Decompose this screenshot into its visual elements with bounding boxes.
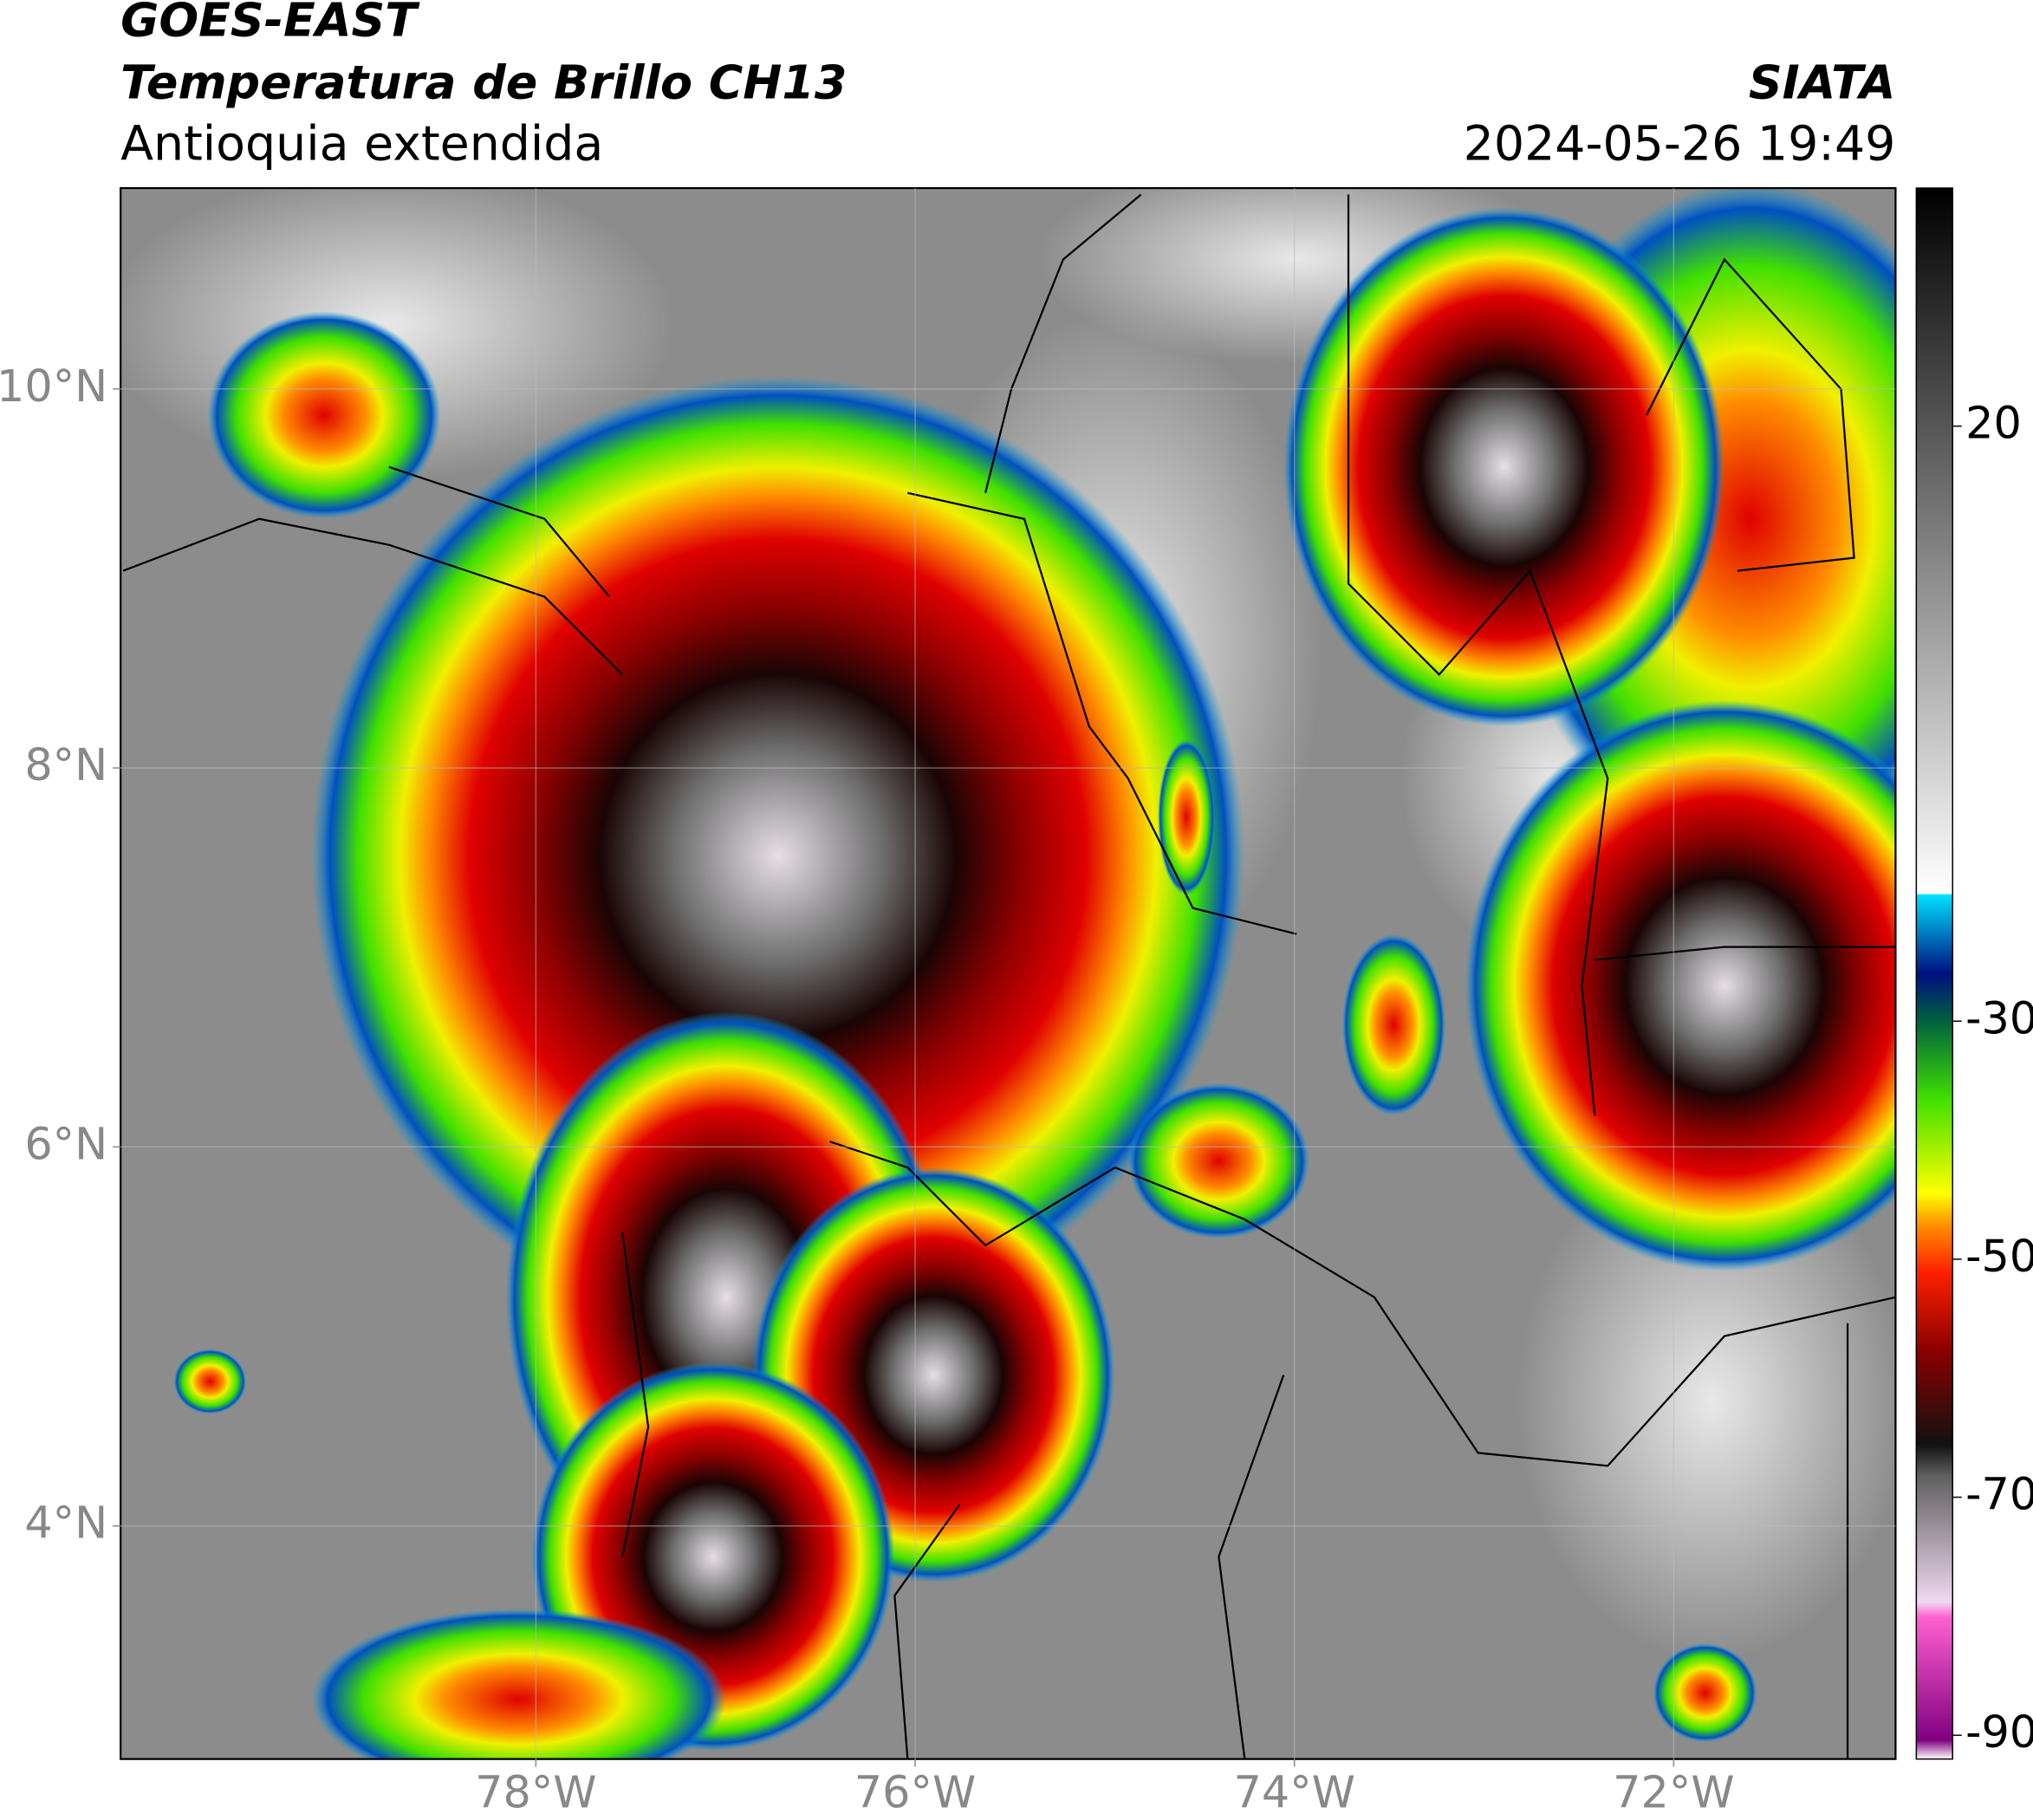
map-frame [120,186,1897,1760]
x-tick-label: 72°W [1613,1767,1734,1818]
title: GOES-EAST [120,0,420,48]
cell [1127,1082,1310,1239]
region: Antioquia extendida [120,116,603,172]
cell [1158,739,1215,895]
satellite-image [120,188,1896,1759]
y-tick-label: 4°N [24,1498,107,1549]
colorbar-tick-label: -90 [1965,1706,2033,1758]
y-tick-label: 10°N [0,361,107,412]
colorbar [1915,187,1953,1760]
y-tick-label: 6°N [24,1118,107,1169]
source: SIATA [1749,55,1896,109]
cell [1341,933,1446,1116]
cloud [1517,1141,1896,1661]
cell [173,1349,247,1414]
colorbar-tick-label: -50 [1965,1231,2033,1282]
storm [311,376,1245,1336]
x-tick-label: 78°W [475,1767,596,1818]
storm [1465,700,1896,1271]
colorbar-tick-label: -70 [1965,1469,2033,1520]
cell [311,1609,726,1759]
cell [207,311,441,519]
colorbar-tick-label: 20 [1965,398,2022,449]
y-tick-label: 8°N [24,739,107,790]
datetime: 2024-05-26 19:49 [1464,116,1896,172]
storm [1283,207,1724,727]
x-tick-label: 76°W [854,1767,976,1818]
cell [1653,1643,1757,1743]
subtitle: Temperatura de Brillo CH13 [120,55,847,109]
x-tick-label: 74°W [1233,1767,1354,1818]
colorbar-tick-label: -30 [1965,992,2033,1043]
